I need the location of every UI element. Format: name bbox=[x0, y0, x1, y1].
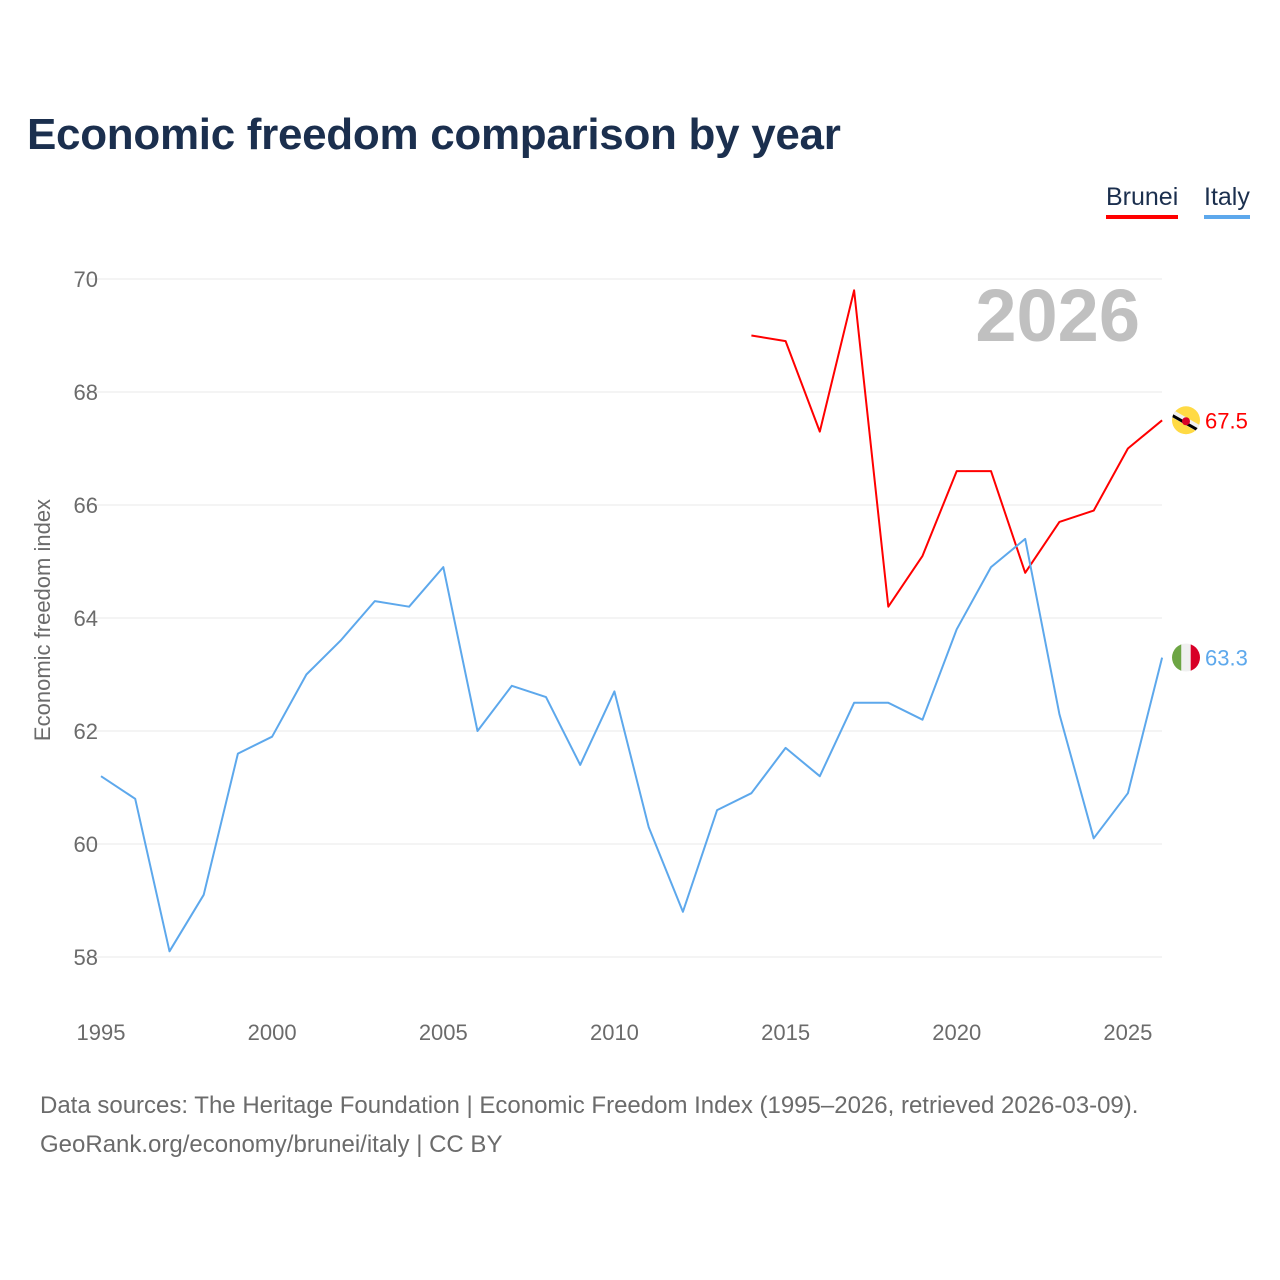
x-tick-label: 2010 bbox=[590, 1020, 639, 1045]
x-tick-label: 1995 bbox=[77, 1020, 126, 1045]
flag-stripe bbox=[1181, 643, 1191, 672]
flag-stripe bbox=[1172, 643, 1182, 672]
y-tick-label: 70 bbox=[74, 267, 98, 292]
y-tick-label: 60 bbox=[74, 832, 98, 857]
source-line-2[interactable]: GeoRank.org/economy/brunei/italy | CC BY bbox=[40, 1131, 503, 1158]
legend-item-italy[interactable]: Italy bbox=[1204, 183, 1250, 219]
y-tick-label: 62 bbox=[74, 719, 98, 744]
source-note: Data sources: The Heritage Foundation | … bbox=[40, 1086, 1138, 1164]
x-tick-label: 2025 bbox=[1103, 1020, 1152, 1045]
italy-flag-icon bbox=[1172, 643, 1200, 672]
y-tick-label: 64 bbox=[74, 606, 98, 631]
brunei-flag-icon bbox=[1172, 406, 1200, 435]
series-line-brunei bbox=[751, 289, 1163, 608]
y-axis-label: Economic freedom index bbox=[30, 499, 55, 741]
source-line-1: Data sources: The Heritage Foundation | … bbox=[40, 1092, 1139, 1119]
flag-stripe bbox=[1190, 643, 1200, 672]
x-tick-label: 2015 bbox=[761, 1020, 810, 1045]
x-tick-label: 2020 bbox=[932, 1020, 981, 1045]
y-tick-label: 68 bbox=[74, 380, 98, 405]
x-tick-label: 2000 bbox=[248, 1020, 297, 1045]
x-tick-label: 2005 bbox=[419, 1020, 468, 1045]
end-value-label: 63.3 bbox=[1205, 646, 1248, 671]
y-tick-label: 58 bbox=[74, 945, 98, 970]
chart-title: Economic freedom comparison by year bbox=[27, 110, 841, 159]
year-watermark: 2026 bbox=[975, 274, 1140, 357]
flag-emblem bbox=[1182, 417, 1190, 426]
y-tick-label: 66 bbox=[74, 493, 98, 518]
series-line-italy bbox=[100, 537, 1164, 953]
legend-item-brunei[interactable]: Brunei bbox=[1106, 183, 1179, 219]
end-value-label: 67.5 bbox=[1205, 408, 1248, 433]
